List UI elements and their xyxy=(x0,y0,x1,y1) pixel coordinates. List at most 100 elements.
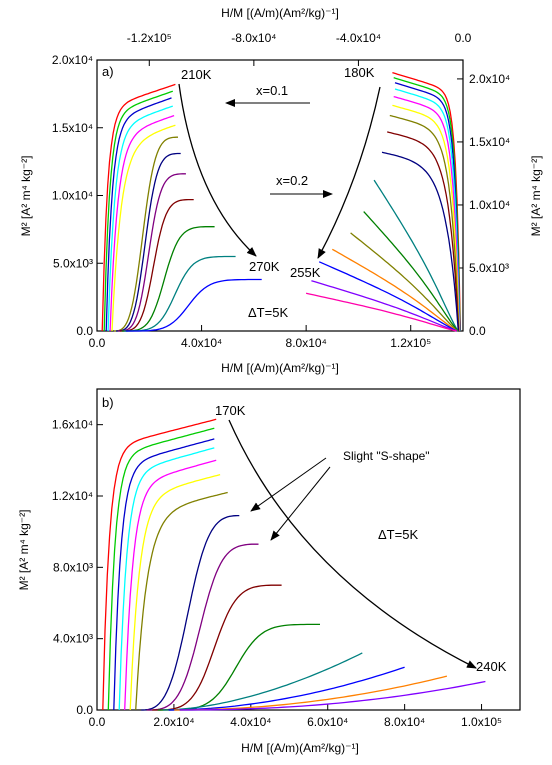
a-series-x02-curve xyxy=(387,131,460,332)
a-ytick-right-label: 1.5x10⁴ xyxy=(469,135,510,149)
a-series-x02-curve xyxy=(392,104,460,332)
b-ytick-label: 1.2x10⁴ xyxy=(52,489,93,503)
annotation-270k: 270K xyxy=(249,259,280,274)
arrow-s-shape-2 xyxy=(270,466,331,541)
a-series-x02-curve xyxy=(350,232,458,332)
panel-a-ylabel-right: M² [A² m⁴ kg⁻²] xyxy=(529,156,543,237)
arrow-170k-240k xyxy=(228,419,477,669)
annotation-s-shape: Slight "S-shape" xyxy=(343,449,430,463)
arrow-210k-270k xyxy=(178,83,257,257)
b-series-curve xyxy=(146,543,259,711)
panel-a-curves xyxy=(101,71,462,332)
a-series-x02-curve xyxy=(394,88,461,332)
a-ytick-left-label: 5.0x10³ xyxy=(53,256,93,270)
b-series-curve xyxy=(102,418,217,711)
a-series-x01-curve xyxy=(105,97,172,332)
a-series-x01-curve xyxy=(109,114,175,332)
a-ytick-left-label: 1.5x10⁴ xyxy=(52,121,93,135)
b-ytick-label: 4.0x10³ xyxy=(53,632,93,646)
annotation-x01: x=0.1 xyxy=(256,83,288,98)
a-ytick-right-label: 1.0x10⁴ xyxy=(469,198,510,212)
a-ytick-right-label: 5.0x10³ xyxy=(469,261,509,275)
b-series-curve xyxy=(163,652,363,711)
a-series-x01-curve xyxy=(117,173,186,332)
a-xtick-bottom-label: 1.2x10⁵ xyxy=(390,336,431,350)
b-ytick-label: 0.0 xyxy=(76,703,93,717)
panel-a-xlabel-bottom: H/M [(A/m)(Am²/kg)⁻¹] xyxy=(221,361,339,375)
b-series-curve xyxy=(135,491,228,711)
b-series-curve xyxy=(107,427,215,711)
a-series-x02-curve xyxy=(311,280,457,332)
panel-b: b) 0.0 2.0x10⁴ 4.0x10⁴ 6.0x10⁴ 8.0x10⁴ 1.0x10… xyxy=(17,388,521,755)
annotation-255k: 255K xyxy=(290,265,321,280)
panel-b-label: b) xyxy=(102,395,114,410)
b-xtick-label: 2.0x10⁴ xyxy=(153,715,194,729)
annotation-delta-t-a: ΔT=5K xyxy=(248,305,288,320)
b-series-curve xyxy=(168,666,405,711)
a-series-x02-curve xyxy=(331,248,458,332)
panel-b-ticks: 0.0 2.0x10⁴ 4.0x10⁴ 6.0x10⁴ 8.0x10⁴ 1.0x10⁵ 0.… xyxy=(52,418,502,729)
a-series-x02-curve xyxy=(318,261,458,332)
panel-a-ylabel-left: M² [A² m⁴ kg⁻²] xyxy=(19,156,33,237)
b-series-curve xyxy=(129,473,221,711)
panel-a-ticks: 0.0 4.0x10⁴ 8.0x10⁴ 1.2x10⁵ -1.2x10⁵ -8.0x10⁴… xyxy=(52,31,510,350)
panel-a-label: a) xyxy=(102,64,114,79)
a-series-x02-curve xyxy=(393,95,460,332)
a-series-x02-curve xyxy=(305,292,457,332)
a-series-x01-curve xyxy=(111,124,176,332)
a-series-x01-curve xyxy=(119,198,194,332)
b-series-curve xyxy=(179,680,486,711)
b-ytick-label: 1.6x10⁴ xyxy=(52,418,93,432)
a-series-x01-curve xyxy=(101,83,176,332)
a-series-x02-curve xyxy=(381,151,459,332)
a-series-x01-curve xyxy=(125,278,262,332)
b-series-curve xyxy=(141,514,240,711)
annotation-delta-t-b: ΔT=5K xyxy=(378,527,418,542)
b-ytick-label: 8.0x10³ xyxy=(53,560,93,574)
a-series-x01-curve xyxy=(121,226,215,332)
a-series-x02-curve xyxy=(392,71,462,332)
annotation-240k: 240K xyxy=(476,659,507,674)
b-xtick-label: 6.0x10⁴ xyxy=(307,715,348,729)
annotation-180k: 180K xyxy=(344,65,375,80)
a-xtick-top-label: -8.0x10⁴ xyxy=(231,31,276,45)
a-ytick-right-label: 2.0x10⁴ xyxy=(469,72,510,86)
a-series-x01-curve xyxy=(107,105,173,332)
panel-b-curves xyxy=(102,418,486,711)
a-xtick-top-label: -4.0x10⁴ xyxy=(336,31,381,45)
b-xtick-label: 4.0x10⁴ xyxy=(230,715,271,729)
b-series-curve xyxy=(113,438,215,711)
b-xtick-label: 0.0 xyxy=(89,715,106,729)
a-xtick-bottom-label: 8.0x10⁴ xyxy=(286,336,327,350)
b-series-curve xyxy=(118,447,215,711)
a-xtick-top-label: 0.0 xyxy=(455,31,472,45)
a-series-x02-curve xyxy=(393,76,461,332)
a-series-x02-curve xyxy=(389,114,460,332)
a-ytick-left-label: 2.0x10⁴ xyxy=(52,53,93,67)
a-ytick-right-label: 0.0 xyxy=(469,324,486,338)
b-xtick-label: 1.0x10⁵ xyxy=(461,715,502,729)
annotation-210k: 210K xyxy=(181,67,212,82)
panel-a-xlabel-top: H/M [(A/m)(Am²/kg)⁻¹] xyxy=(221,6,339,20)
arrow-180k-255k xyxy=(317,86,381,259)
a-series-x02-curve xyxy=(363,211,459,332)
b-series-curve xyxy=(152,584,282,711)
b-xtick-label: 8.0x10⁴ xyxy=(384,715,425,729)
panel-b-ylabel: M² [A² m⁴ kg⁻²] xyxy=(17,510,31,591)
a-ytick-left-label: 1.0x10⁴ xyxy=(52,189,93,203)
arrow-s-shape-1 xyxy=(250,457,327,512)
a-ytick-left-label: 0.0 xyxy=(76,324,93,338)
panel-a: a) 0.0 4.0x10⁴ 8.0x10⁴ 1.2x10⁵ -1.2x10⁵ -8.0x… xyxy=(19,6,543,375)
annotation-170k: 170K xyxy=(215,403,246,418)
a-xtick-top-label: -1.2x10⁵ xyxy=(127,31,172,45)
panel-b-xlabel: H/M [(A/m)(Am²/kg)⁻¹] xyxy=(241,741,359,755)
panel-b-frame xyxy=(96,388,521,711)
a-xtick-bottom-label: 4.0x10⁴ xyxy=(181,336,222,350)
a-series-x01-curve xyxy=(114,136,178,332)
annotation-x02: x=0.2 xyxy=(276,173,308,188)
a-xtick-bottom-label: 0.0 xyxy=(89,336,106,350)
a-series-x02-curve xyxy=(394,82,461,332)
b-series-curve xyxy=(124,459,217,711)
a-series-x01-curve xyxy=(103,90,174,332)
